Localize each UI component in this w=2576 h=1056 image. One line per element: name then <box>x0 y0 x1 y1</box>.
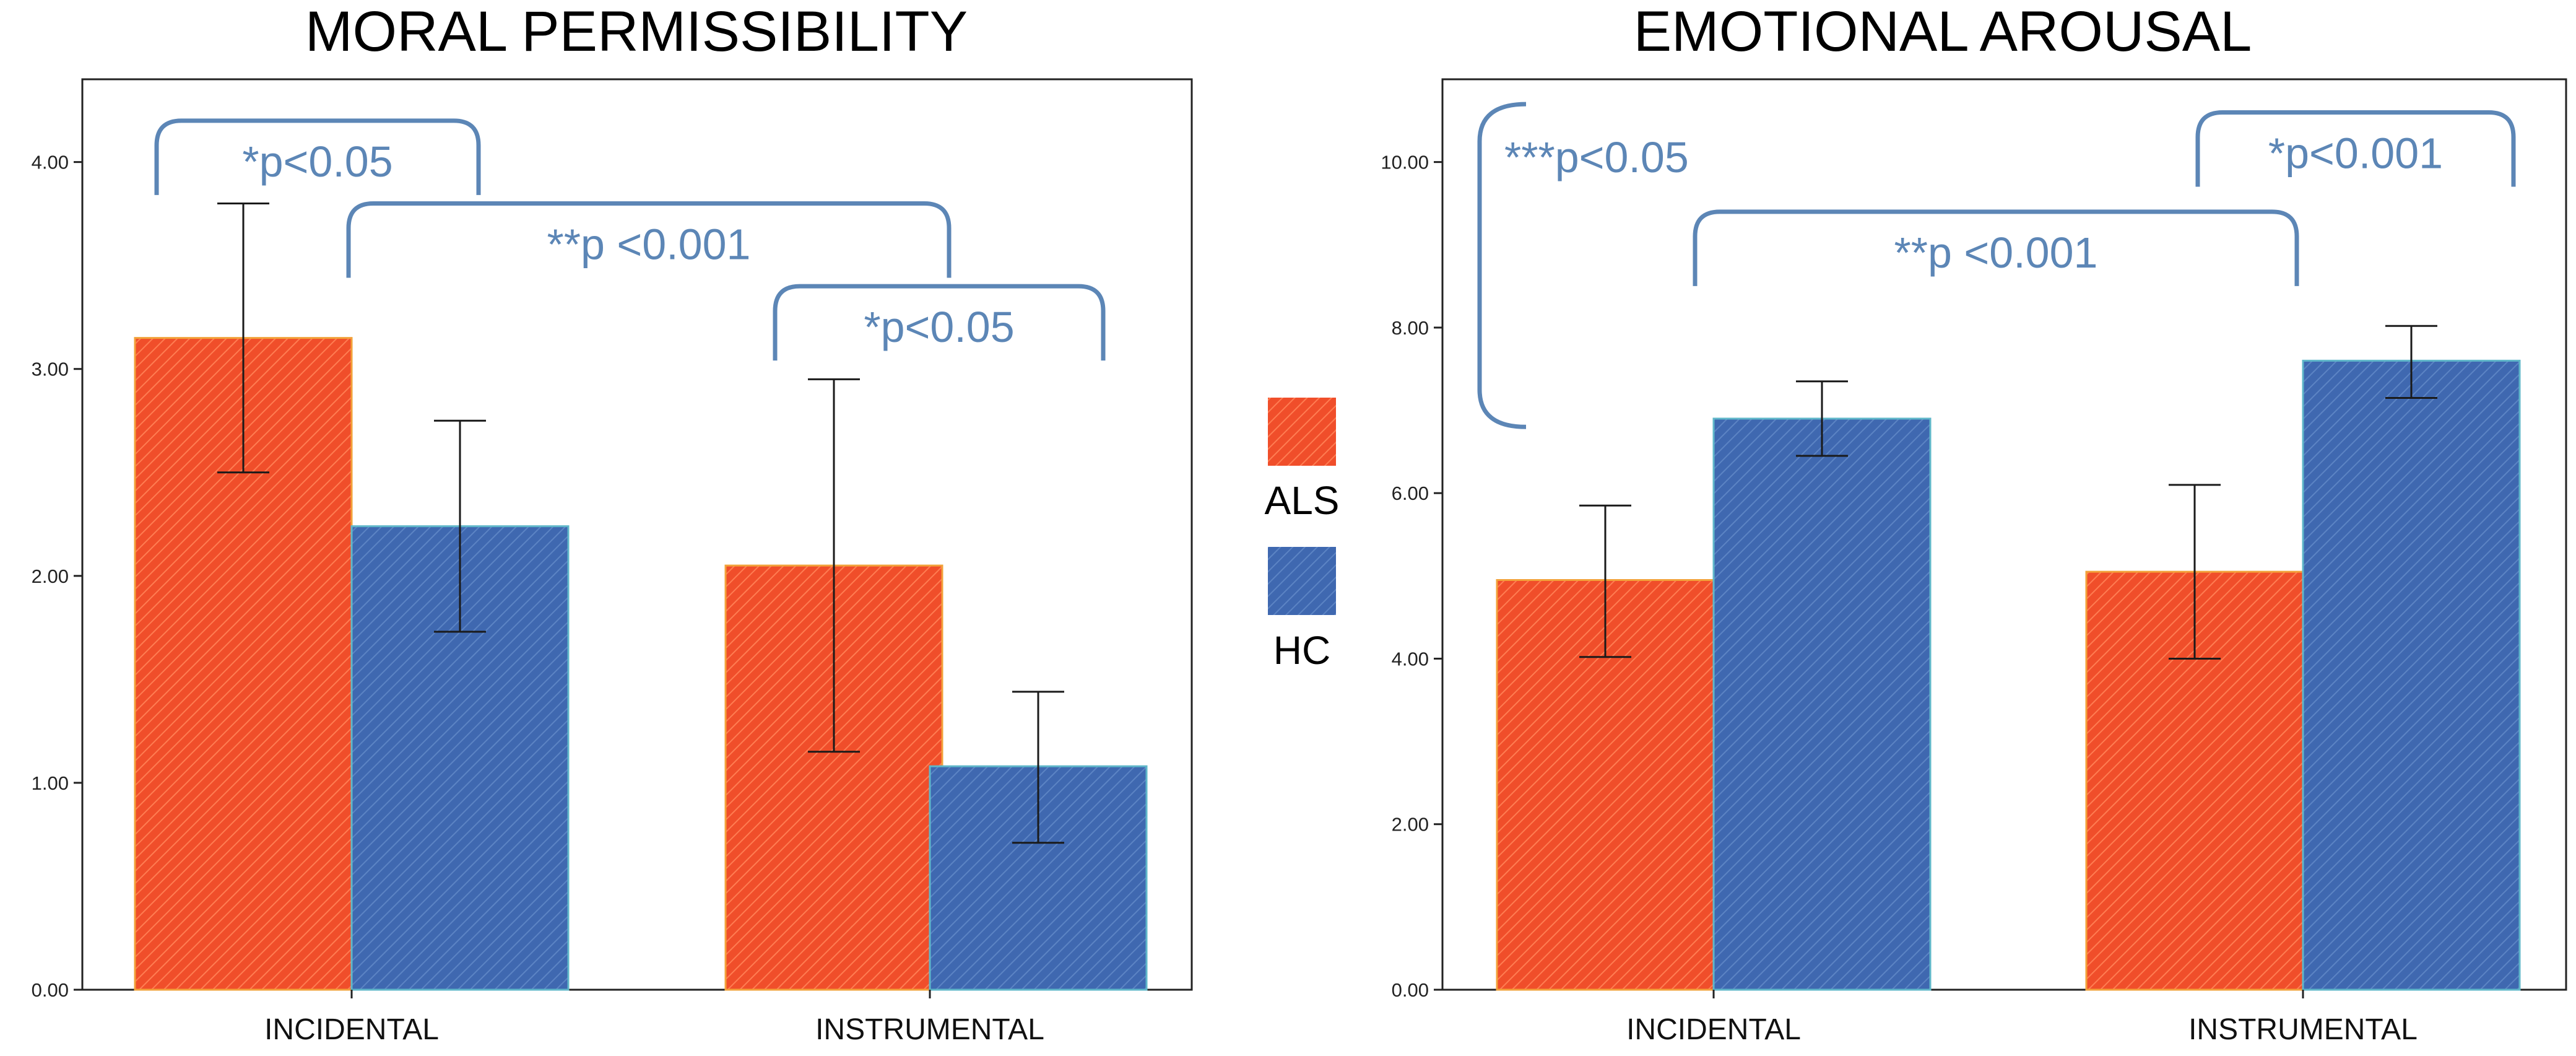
error-bars <box>217 202 1064 844</box>
bar-hc-instrumental <box>2302 359 2521 991</box>
x-axis: INCIDENTAL INSTRUMENTAL <box>1626 990 2418 1046</box>
significance-label: **p <0.001 <box>1894 229 2098 277</box>
chart-title: EMOTIONAL AROUSAL <box>1634 0 2252 63</box>
y-tick-label: 4.00 <box>32 152 69 173</box>
x-category-label: INCIDENTAL <box>264 1013 439 1046</box>
significance-bracket <box>2195 110 2516 187</box>
legend-label-hc: HC <box>1273 628 1330 673</box>
significance-bracket <box>1693 209 2299 286</box>
legend: ALS HC <box>1265 398 1340 673</box>
chart-emotional-arousal: EMOTIONAL AROUSAL 0.00 2.00 4.00 6.00 8.00 10… <box>1381 0 2567 1046</box>
y-tick-label: 2.00 <box>1392 814 1429 836</box>
y-tick-label: 1.00 <box>32 772 69 794</box>
legend-label-als: ALS <box>1265 478 1340 523</box>
x-axis: INCIDENTAL INSTRUMENTAL <box>264 990 1044 1046</box>
significance-annotations: ***p<0.05 *p<0.001 **p <0.001 <box>1477 102 2516 429</box>
significance-bracket <box>773 284 1106 361</box>
significance-label: *p<0.05 <box>864 303 1014 351</box>
significance-label: ***p<0.05 <box>1504 133 1689 181</box>
chart-moral-permissibility: MORAL PERMISSIBILITY 0.00 1.00 2.00 3.00 4.0… <box>32 0 1193 1046</box>
y-tick-label: 8.00 <box>1392 317 1429 339</box>
x-category-label: INSTRUMENTAL <box>2188 1013 2418 1046</box>
significance-label: **p <0.001 <box>547 220 751 268</box>
bars <box>1496 359 2521 991</box>
y-tick-label: 6.00 <box>1392 482 1429 504</box>
significance-annotations: *p<0.05 **p <0.001 *p<0.05 <box>154 118 1106 361</box>
y-tick-label: 3.00 <box>32 359 69 380</box>
significance-bracket-vertical <box>1477 102 1527 429</box>
error-bars <box>1579 325 2437 660</box>
legend-swatch-hc <box>1268 547 1336 615</box>
y-tick-label: 10.00 <box>1381 152 1429 173</box>
significance-label: *p<0.001 <box>2268 129 2443 177</box>
significance-bracket <box>154 118 481 195</box>
x-category-label: INCIDENTAL <box>1626 1013 1801 1046</box>
significance-bracket <box>346 201 952 278</box>
significance-label: *p<0.05 <box>242 137 392 186</box>
bar-hc-incidental <box>1712 417 1932 991</box>
bars <box>134 337 1148 991</box>
y-tick-label: 2.00 <box>32 565 69 587</box>
x-category-label: INSTRUMENTAL <box>815 1013 1044 1046</box>
y-tick-label: 0.00 <box>1392 979 1429 1001</box>
y-axis: 0.00 1.00 2.00 3.00 4.00 <box>32 152 82 1001</box>
y-tick-label: 0.00 <box>32 979 69 1001</box>
y-axis: 0.00 2.00 4.00 6.00 8.00 10.00 <box>1381 152 1442 1001</box>
legend-swatch-als <box>1268 398 1336 466</box>
plot-frame <box>1441 78 2567 991</box>
plot-frame <box>81 78 1193 991</box>
y-tick-label: 4.00 <box>1392 648 1429 670</box>
chart-title: MORAL PERMISSIBILITY <box>305 0 968 63</box>
